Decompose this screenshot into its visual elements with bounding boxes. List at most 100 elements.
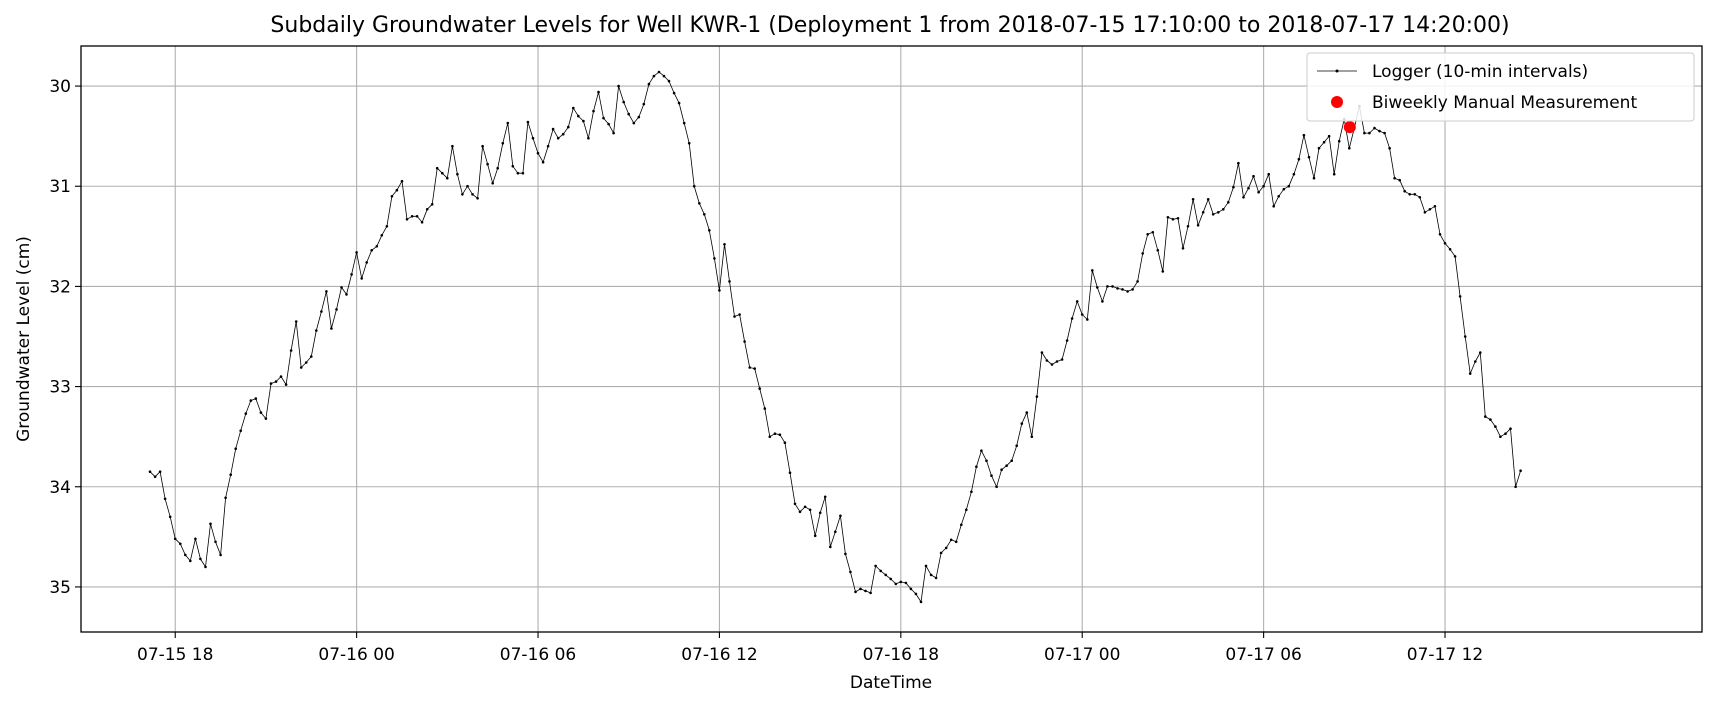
logger-point [1252,174,1255,178]
logger-point [380,234,384,237]
logger-point [194,537,197,541]
logger-point [854,590,857,594]
logger-point [330,327,333,330]
logger-point [748,366,751,369]
logger-point [1045,359,1049,362]
logger-point [441,171,444,175]
logger-point [662,74,666,78]
logger-point [179,542,182,546]
logger-point [1499,435,1502,439]
x-tick-label: 07-16 00 [318,645,394,665]
logger-point [1504,432,1507,436]
logger-point [1312,176,1316,180]
logger-point [738,313,741,316]
logger-point [1443,242,1447,245]
logger-point [587,136,590,140]
logger-point [425,208,429,211]
logger-point [1474,360,1477,363]
logger-point [395,188,399,192]
logger-point [753,367,756,370]
x-tick-label: 07-16 06 [500,645,576,665]
logger-point [1000,468,1003,472]
logger-point [839,514,842,518]
x-tick-label: 07-16 18 [863,645,939,665]
logger-point [350,273,353,276]
logger-point [556,136,560,140]
logger-point [340,286,343,289]
x-tick-label: 07-17 12 [1407,645,1483,665]
logger-point [1494,425,1497,428]
logger-point [1368,131,1371,135]
logger-point [461,193,464,196]
logger-point [1514,485,1517,489]
logger-point [1232,185,1235,189]
logger-point [1116,287,1119,290]
y-tick-label: 34 [49,478,71,498]
logger-point [1262,184,1265,188]
legend-label-logger: Logger (10-min intervals) [1372,62,1588,82]
logger-point [1272,205,1275,208]
logger-point [1307,155,1311,159]
logger-point [1247,186,1250,190]
logger-point [1327,134,1331,138]
logger-point [874,564,877,568]
logger-point [899,580,903,584]
logger-point [1020,422,1024,425]
logger-point [199,557,202,561]
logger-point [985,459,988,463]
logger-point [703,213,706,216]
logger-point [385,225,389,228]
logger-point [471,193,474,196]
logger-point [980,449,983,453]
logger-point [889,577,892,581]
logger-point [511,164,515,168]
logger-point [158,470,162,474]
logger-point [294,320,298,323]
y-tick-label: 30 [49,77,71,97]
y-tick-label: 32 [49,277,71,297]
logger-point [788,471,792,475]
logger-point [415,215,419,218]
logger-point [420,221,424,224]
logger-point [1146,233,1149,236]
logger-point [1050,363,1054,366]
logger-point [1166,216,1170,219]
logger-point [637,115,641,119]
logger-point [1151,231,1155,234]
x-tick-label: 07-15 18 [137,645,213,665]
logger-point [360,277,364,280]
logger-point [1206,198,1210,201]
logger-point [184,553,187,557]
logger-point [970,490,973,494]
logger-point [466,184,469,188]
logger-point [849,570,852,574]
logger-point [1096,286,1099,289]
logger-point [400,179,404,183]
logger-point [390,195,394,198]
logger-point [798,510,802,514]
logger-point [1403,189,1406,193]
logger-point [365,261,369,264]
logger-point [1086,318,1089,321]
logger-point [1131,288,1134,291]
logger-point [405,218,409,221]
logger-point [1322,140,1326,144]
logger-point [733,315,736,318]
legend-box [1306,52,1695,122]
logger-point [410,215,414,218]
logger-point [718,289,721,292]
logger-point [793,502,797,506]
logger-point [1317,146,1321,150]
logger-point [1282,187,1286,191]
logger-point [1277,195,1280,198]
logger-point [1257,190,1260,194]
logger-point [647,82,651,86]
logger-point [1035,395,1039,398]
y-tick-label: 31 [49,177,71,197]
logger-point [204,565,207,569]
logger-point [1438,233,1442,236]
logger-line [149,71,1521,603]
logger-point [728,280,731,283]
logger-point [310,355,313,358]
legend-point-swatch [1335,69,1339,73]
